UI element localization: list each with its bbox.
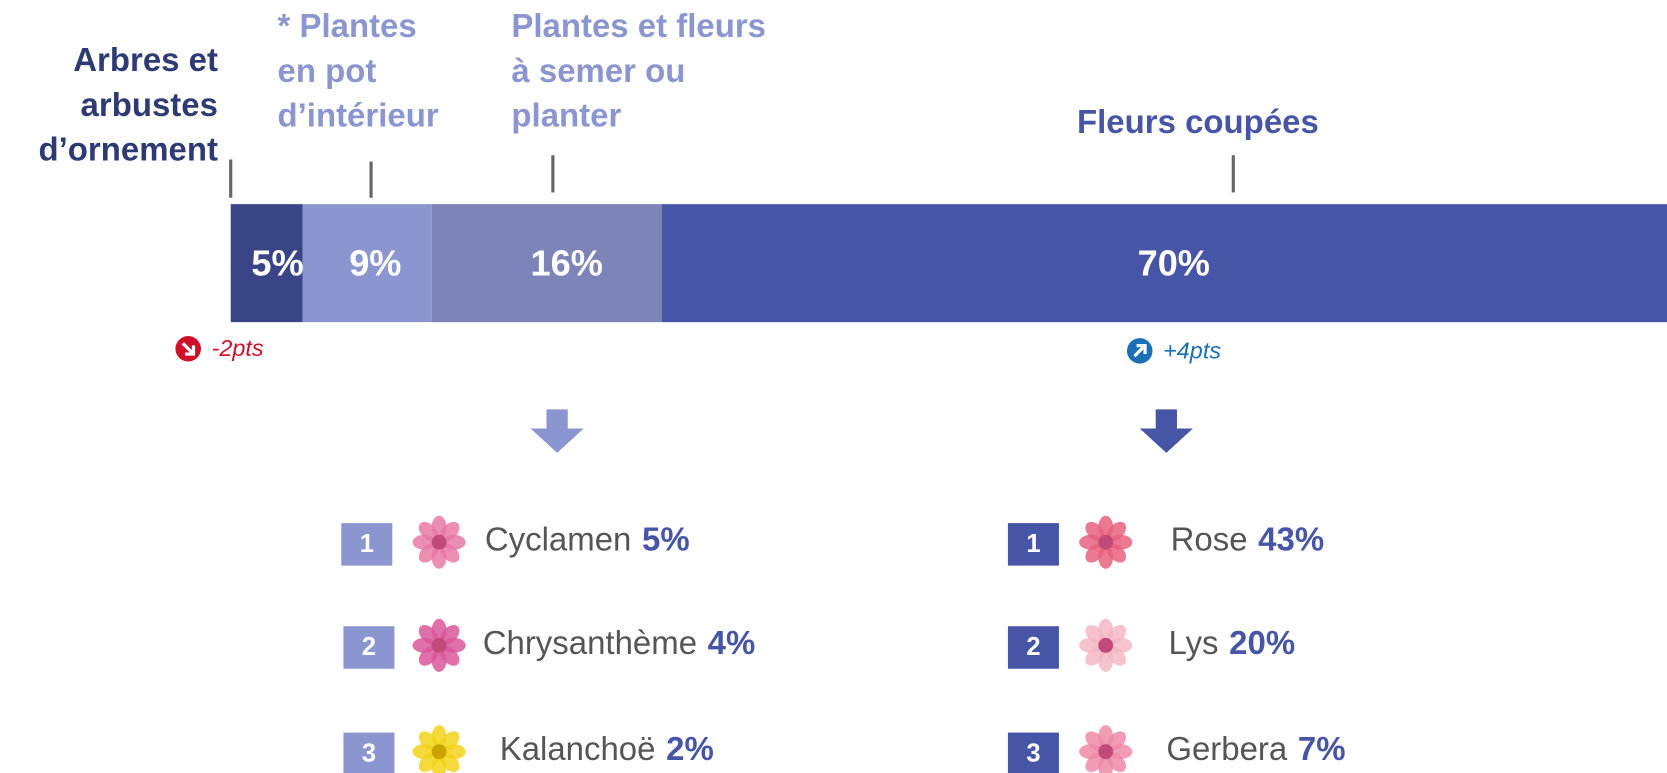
flower-center xyxy=(431,744,447,760)
ranking-item: Lys 20% xyxy=(1168,622,1295,665)
down-arrow xyxy=(530,409,584,453)
value-label: 70% xyxy=(1138,242,1210,283)
item-value: 5% xyxy=(641,520,690,559)
item-name: Cyclamen xyxy=(484,520,632,559)
value-label: 5% xyxy=(251,242,303,283)
item-name: Kalanchoë xyxy=(499,730,656,768)
bar-segment xyxy=(661,204,1667,323)
rank-badge: 1 xyxy=(1007,523,1059,566)
flower-icon xyxy=(439,521,460,542)
item-value: 20% xyxy=(1229,624,1296,662)
rank-badge: 2 xyxy=(343,626,395,669)
bar-segment xyxy=(302,204,432,323)
category-label: Fleurs coupées xyxy=(1077,103,1319,141)
down-arrow xyxy=(1139,409,1193,453)
value-label: 16% xyxy=(531,242,603,283)
flower-icon xyxy=(1106,521,1127,542)
category-label: * Plantes en pot d’intérieur xyxy=(277,7,439,134)
item-value: 7% xyxy=(1297,730,1346,768)
rank-badge: 1 xyxy=(341,523,393,566)
value-label: 9% xyxy=(349,242,401,283)
flower-center xyxy=(1098,534,1114,550)
item-name: Chrysanthème xyxy=(482,624,698,662)
trend-arrow xyxy=(1133,343,1147,358)
category-label: Arbres et arbustes d’ornement xyxy=(38,41,218,168)
ranking-item: Rose 43% xyxy=(1171,519,1325,562)
flower-icon xyxy=(439,625,460,645)
rank-badge: 3 xyxy=(1007,732,1059,773)
item-value: 2% xyxy=(666,730,714,768)
annotation: -2pts xyxy=(211,334,264,362)
flower-center xyxy=(1098,637,1114,653)
flower-icon xyxy=(1106,731,1127,751)
ranking-item: Chrysanthème 4% xyxy=(483,622,756,665)
flower-icon xyxy=(439,731,460,751)
flower-center xyxy=(431,534,447,550)
item-value: 43% xyxy=(1258,520,1325,559)
bar-segment xyxy=(230,204,303,323)
flower-center xyxy=(1098,744,1114,760)
ranking-item: Cyclamen 5% xyxy=(485,519,690,562)
bar-segment xyxy=(431,204,662,323)
rank-badge: 3 xyxy=(343,732,395,773)
item-name: Lys xyxy=(1168,624,1219,662)
ranking-item: Kalanchoë 2% xyxy=(500,728,714,771)
annotation: +4pts xyxy=(1163,337,1222,364)
item-name: Gerbera xyxy=(1166,730,1288,768)
rank-badge: 2 xyxy=(1007,626,1059,669)
item-value: 4% xyxy=(707,624,756,662)
flower-center xyxy=(431,637,447,653)
ranking-item: Gerbera 7% xyxy=(1166,728,1345,771)
item-name: Rose xyxy=(1170,520,1248,559)
flower-icon xyxy=(1106,625,1127,645)
trend-arrow xyxy=(181,342,196,356)
category-label: Plantes et fleurs à semer ou planter xyxy=(511,7,767,134)
